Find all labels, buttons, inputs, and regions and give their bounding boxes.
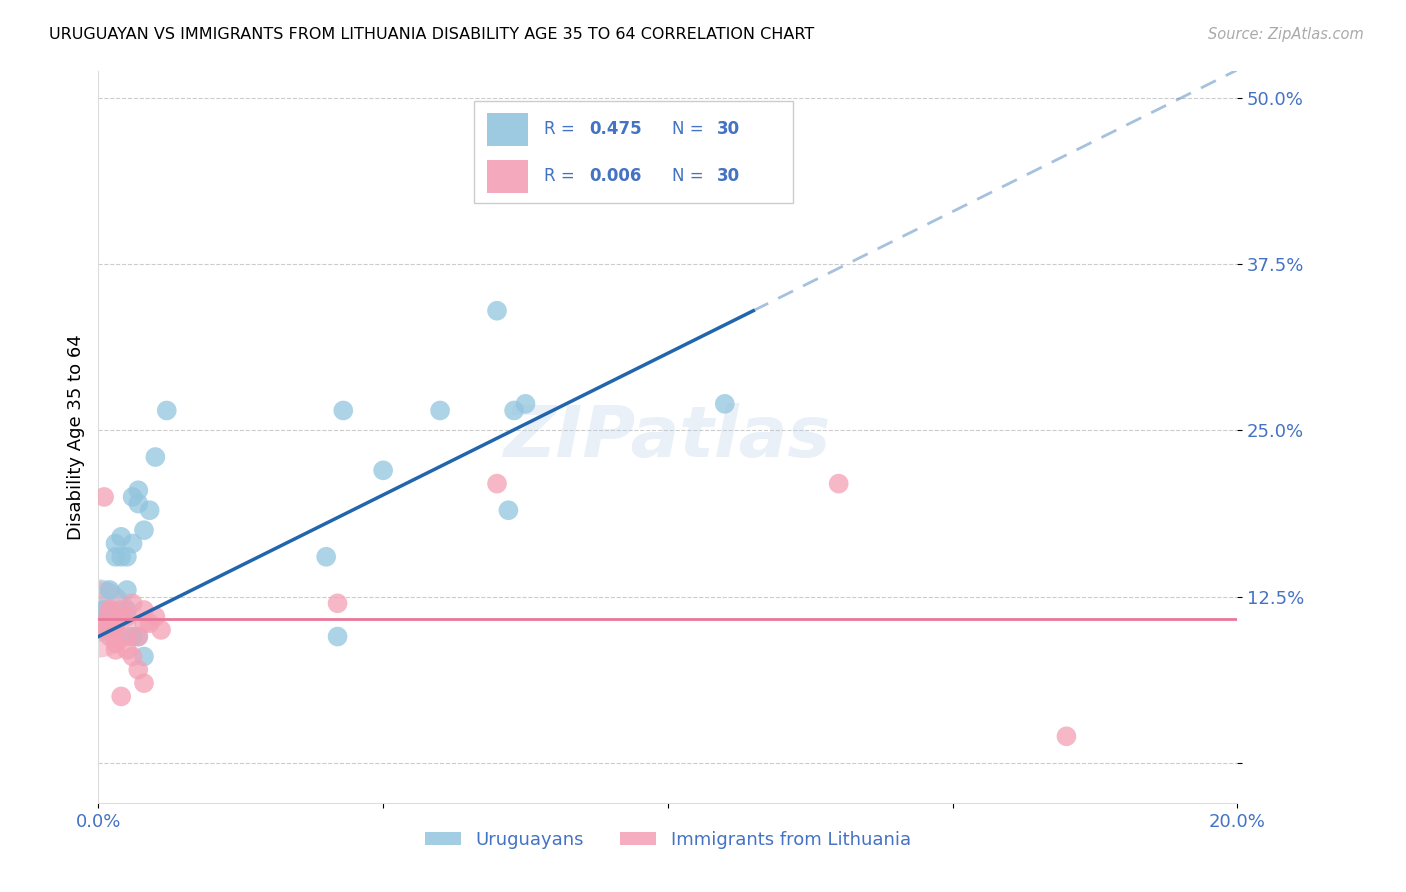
Point — [498, 503, 520, 517]
Point — [132, 523, 155, 537]
Point — [98, 582, 121, 597]
Point — [1056, 729, 1078, 743]
Point — [150, 623, 173, 637]
Point — [121, 596, 143, 610]
Point — [132, 676, 155, 690]
Point — [486, 476, 509, 491]
Point — [115, 549, 138, 564]
Point — [110, 603, 132, 617]
Point — [98, 603, 121, 617]
Point — [110, 690, 132, 704]
Point — [104, 623, 127, 637]
Point — [87, 616, 110, 631]
Text: URUGUAYAN VS IMMIGRANTS FROM LITHUANIA DISABILITY AGE 35 TO 64 CORRELATION CHART: URUGUAYAN VS IMMIGRANTS FROM LITHUANIA D… — [49, 27, 814, 42]
Point — [145, 450, 167, 464]
Point — [115, 603, 138, 617]
Point — [115, 643, 138, 657]
Point — [104, 616, 127, 631]
Point — [132, 603, 155, 617]
Point — [104, 549, 127, 564]
Point — [138, 616, 160, 631]
Point — [98, 603, 121, 617]
Legend: Uruguayans, Immigrants from Lithuania: Uruguayans, Immigrants from Lithuania — [418, 823, 918, 856]
Point — [138, 503, 160, 517]
Y-axis label: Disability Age 35 to 64: Disability Age 35 to 64 — [66, 334, 84, 540]
Point — [145, 609, 167, 624]
Point — [429, 403, 451, 417]
Point — [132, 616, 155, 631]
Point — [373, 463, 395, 477]
Point — [110, 530, 132, 544]
Point — [93, 623, 115, 637]
Point — [93, 603, 115, 617]
Point — [104, 643, 127, 657]
Point — [127, 630, 149, 644]
Point — [115, 630, 138, 644]
Text: Source: ZipAtlas.com: Source: ZipAtlas.com — [1208, 27, 1364, 42]
Point — [110, 549, 132, 564]
Point — [127, 497, 149, 511]
Point — [326, 630, 349, 644]
Point — [132, 649, 155, 664]
Point — [714, 397, 737, 411]
Point — [121, 490, 143, 504]
Point — [332, 403, 354, 417]
Point — [93, 490, 115, 504]
Point — [104, 536, 127, 550]
Point — [486, 303, 509, 318]
Point — [127, 663, 149, 677]
Point — [104, 636, 127, 650]
Point — [87, 603, 110, 617]
Point — [87, 612, 110, 626]
Point — [156, 403, 179, 417]
Point — [121, 649, 143, 664]
Point — [127, 630, 149, 644]
Point — [115, 609, 138, 624]
Point — [121, 536, 143, 550]
Point — [315, 549, 337, 564]
Point — [515, 397, 537, 411]
Point — [828, 476, 851, 491]
Point — [326, 596, 349, 610]
Point — [115, 582, 138, 597]
Point — [127, 483, 149, 498]
Point — [503, 403, 526, 417]
Point — [121, 630, 143, 644]
Point — [110, 609, 132, 624]
Point — [98, 630, 121, 644]
Text: ZIPatlas: ZIPatlas — [505, 402, 831, 472]
